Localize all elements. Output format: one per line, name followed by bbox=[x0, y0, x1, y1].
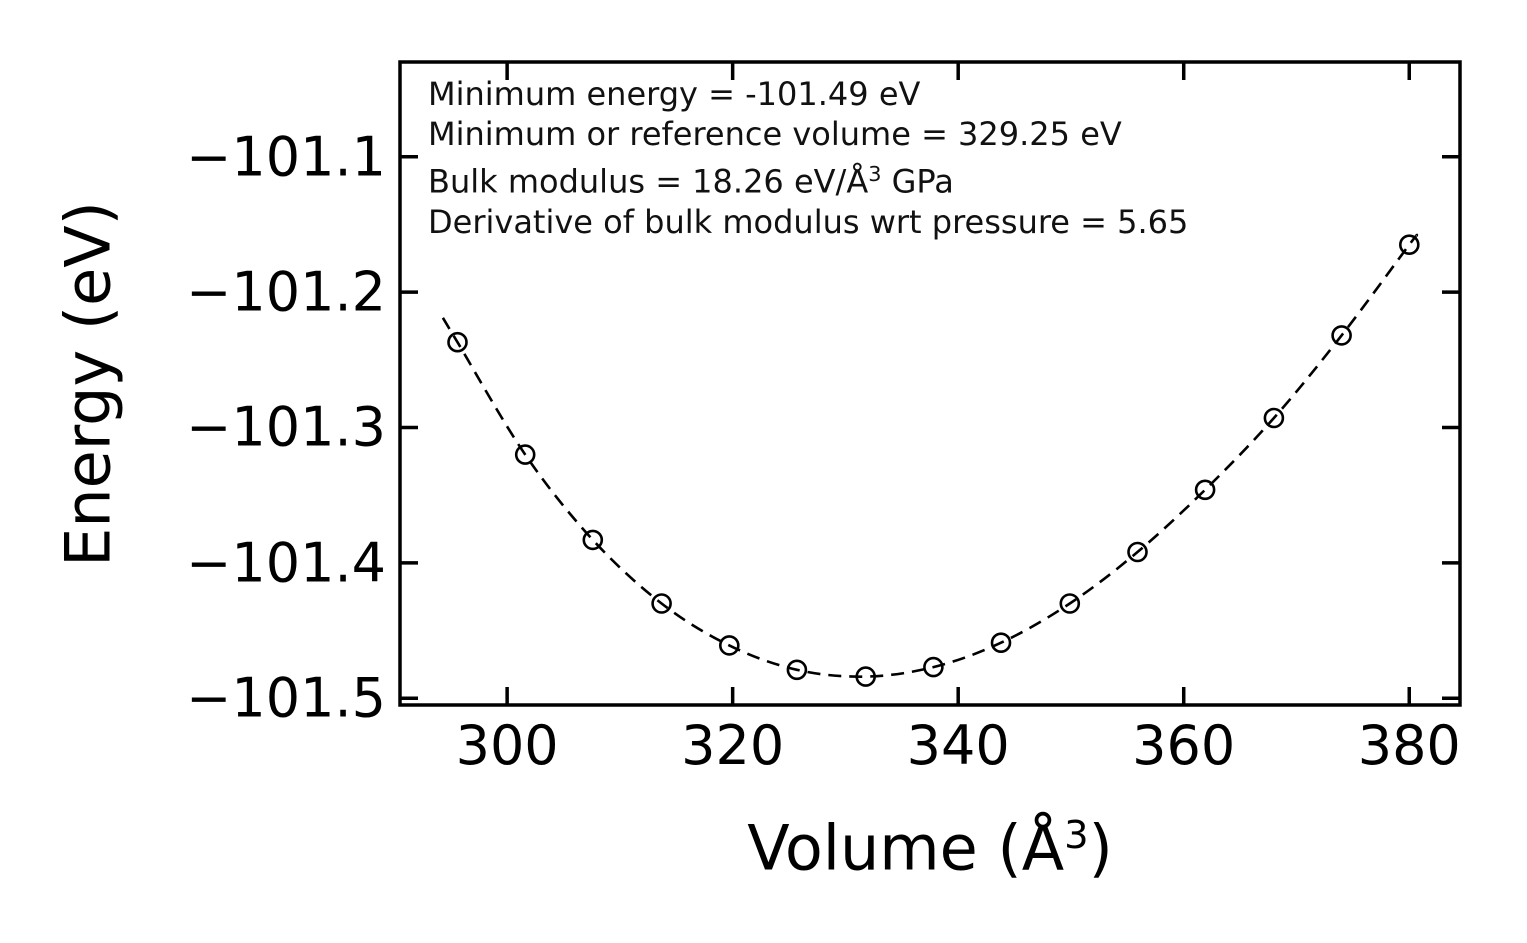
plot-frame bbox=[398, 60, 1462, 707]
data-point-marker bbox=[1194, 479, 1216, 501]
x-tick-label: 360 bbox=[1132, 714, 1236, 777]
data-point-marker bbox=[651, 593, 672, 614]
x-tick-label: 320 bbox=[681, 714, 785, 777]
data-point-marker bbox=[1331, 325, 1352, 346]
bulk-modulus-text: Bulk modulus = 18.26 eV/Å bbox=[428, 162, 869, 201]
x-axis-label: Volume (Å3) bbox=[747, 812, 1113, 885]
data-point-marker bbox=[514, 444, 536, 465]
annotation-line-min-energy: Minimum energy = -101.49 eV bbox=[428, 75, 921, 113]
axis-ticks bbox=[400, 62, 1460, 705]
data-point-marker bbox=[855, 666, 877, 687]
x-tick-label: 300 bbox=[455, 714, 559, 777]
data-point-marker bbox=[923, 656, 944, 678]
eos-fit-curve bbox=[441, 233, 1419, 678]
data-point-marker bbox=[1127, 541, 1148, 563]
data-point-marker bbox=[990, 632, 1012, 654]
annotation-line-bulk-modulus: Bulk modulus = 18.26 eV/Å3 GPa bbox=[428, 154, 1188, 202]
x-tick-label: 380 bbox=[1357, 714, 1461, 777]
data-point-marker bbox=[1059, 593, 1081, 614]
annotation-line-bulk-modulus-derivative: Derivative of bulk modulus wrt pressure … bbox=[428, 202, 1189, 241]
data-point-markers bbox=[447, 234, 1420, 687]
data-point-marker bbox=[582, 529, 604, 551]
x-axis-label-text: Volume (Å bbox=[747, 811, 1065, 885]
axes-frame bbox=[398, 60, 1462, 707]
y-tick-label: −101.2 bbox=[186, 260, 386, 324]
fit-curve-path bbox=[441, 233, 1419, 678]
bulk-modulus-units: GPa bbox=[881, 162, 954, 201]
data-point-marker bbox=[1399, 234, 1420, 255]
data-point-marker bbox=[1263, 407, 1285, 429]
bulk-modulus-superscript: 3 bbox=[868, 162, 882, 186]
y-tick-label: −101.3 bbox=[186, 395, 386, 459]
x-tick-label: 340 bbox=[906, 714, 1010, 777]
fit-results-annotation: Minimum energy = -101.49 eV Minimum or r… bbox=[428, 74, 1188, 242]
y-tick-label: −101.1 bbox=[186, 125, 386, 189]
data-point-marker bbox=[718, 635, 740, 656]
annotation-line-min-volume: Minimum or reference volume = 329.25 eV bbox=[428, 115, 1122, 153]
y-tick-label: −101.5 bbox=[186, 666, 386, 730]
y-tick-label: −101.4 bbox=[186, 531, 386, 595]
y-axis-label: Energy (eV) bbox=[51, 201, 125, 567]
data-point-marker bbox=[447, 331, 468, 353]
x-axis-label-suffix: ) bbox=[1088, 811, 1113, 885]
data-point-marker bbox=[786, 659, 808, 681]
x-axis-label-superscript: 3 bbox=[1064, 812, 1089, 858]
